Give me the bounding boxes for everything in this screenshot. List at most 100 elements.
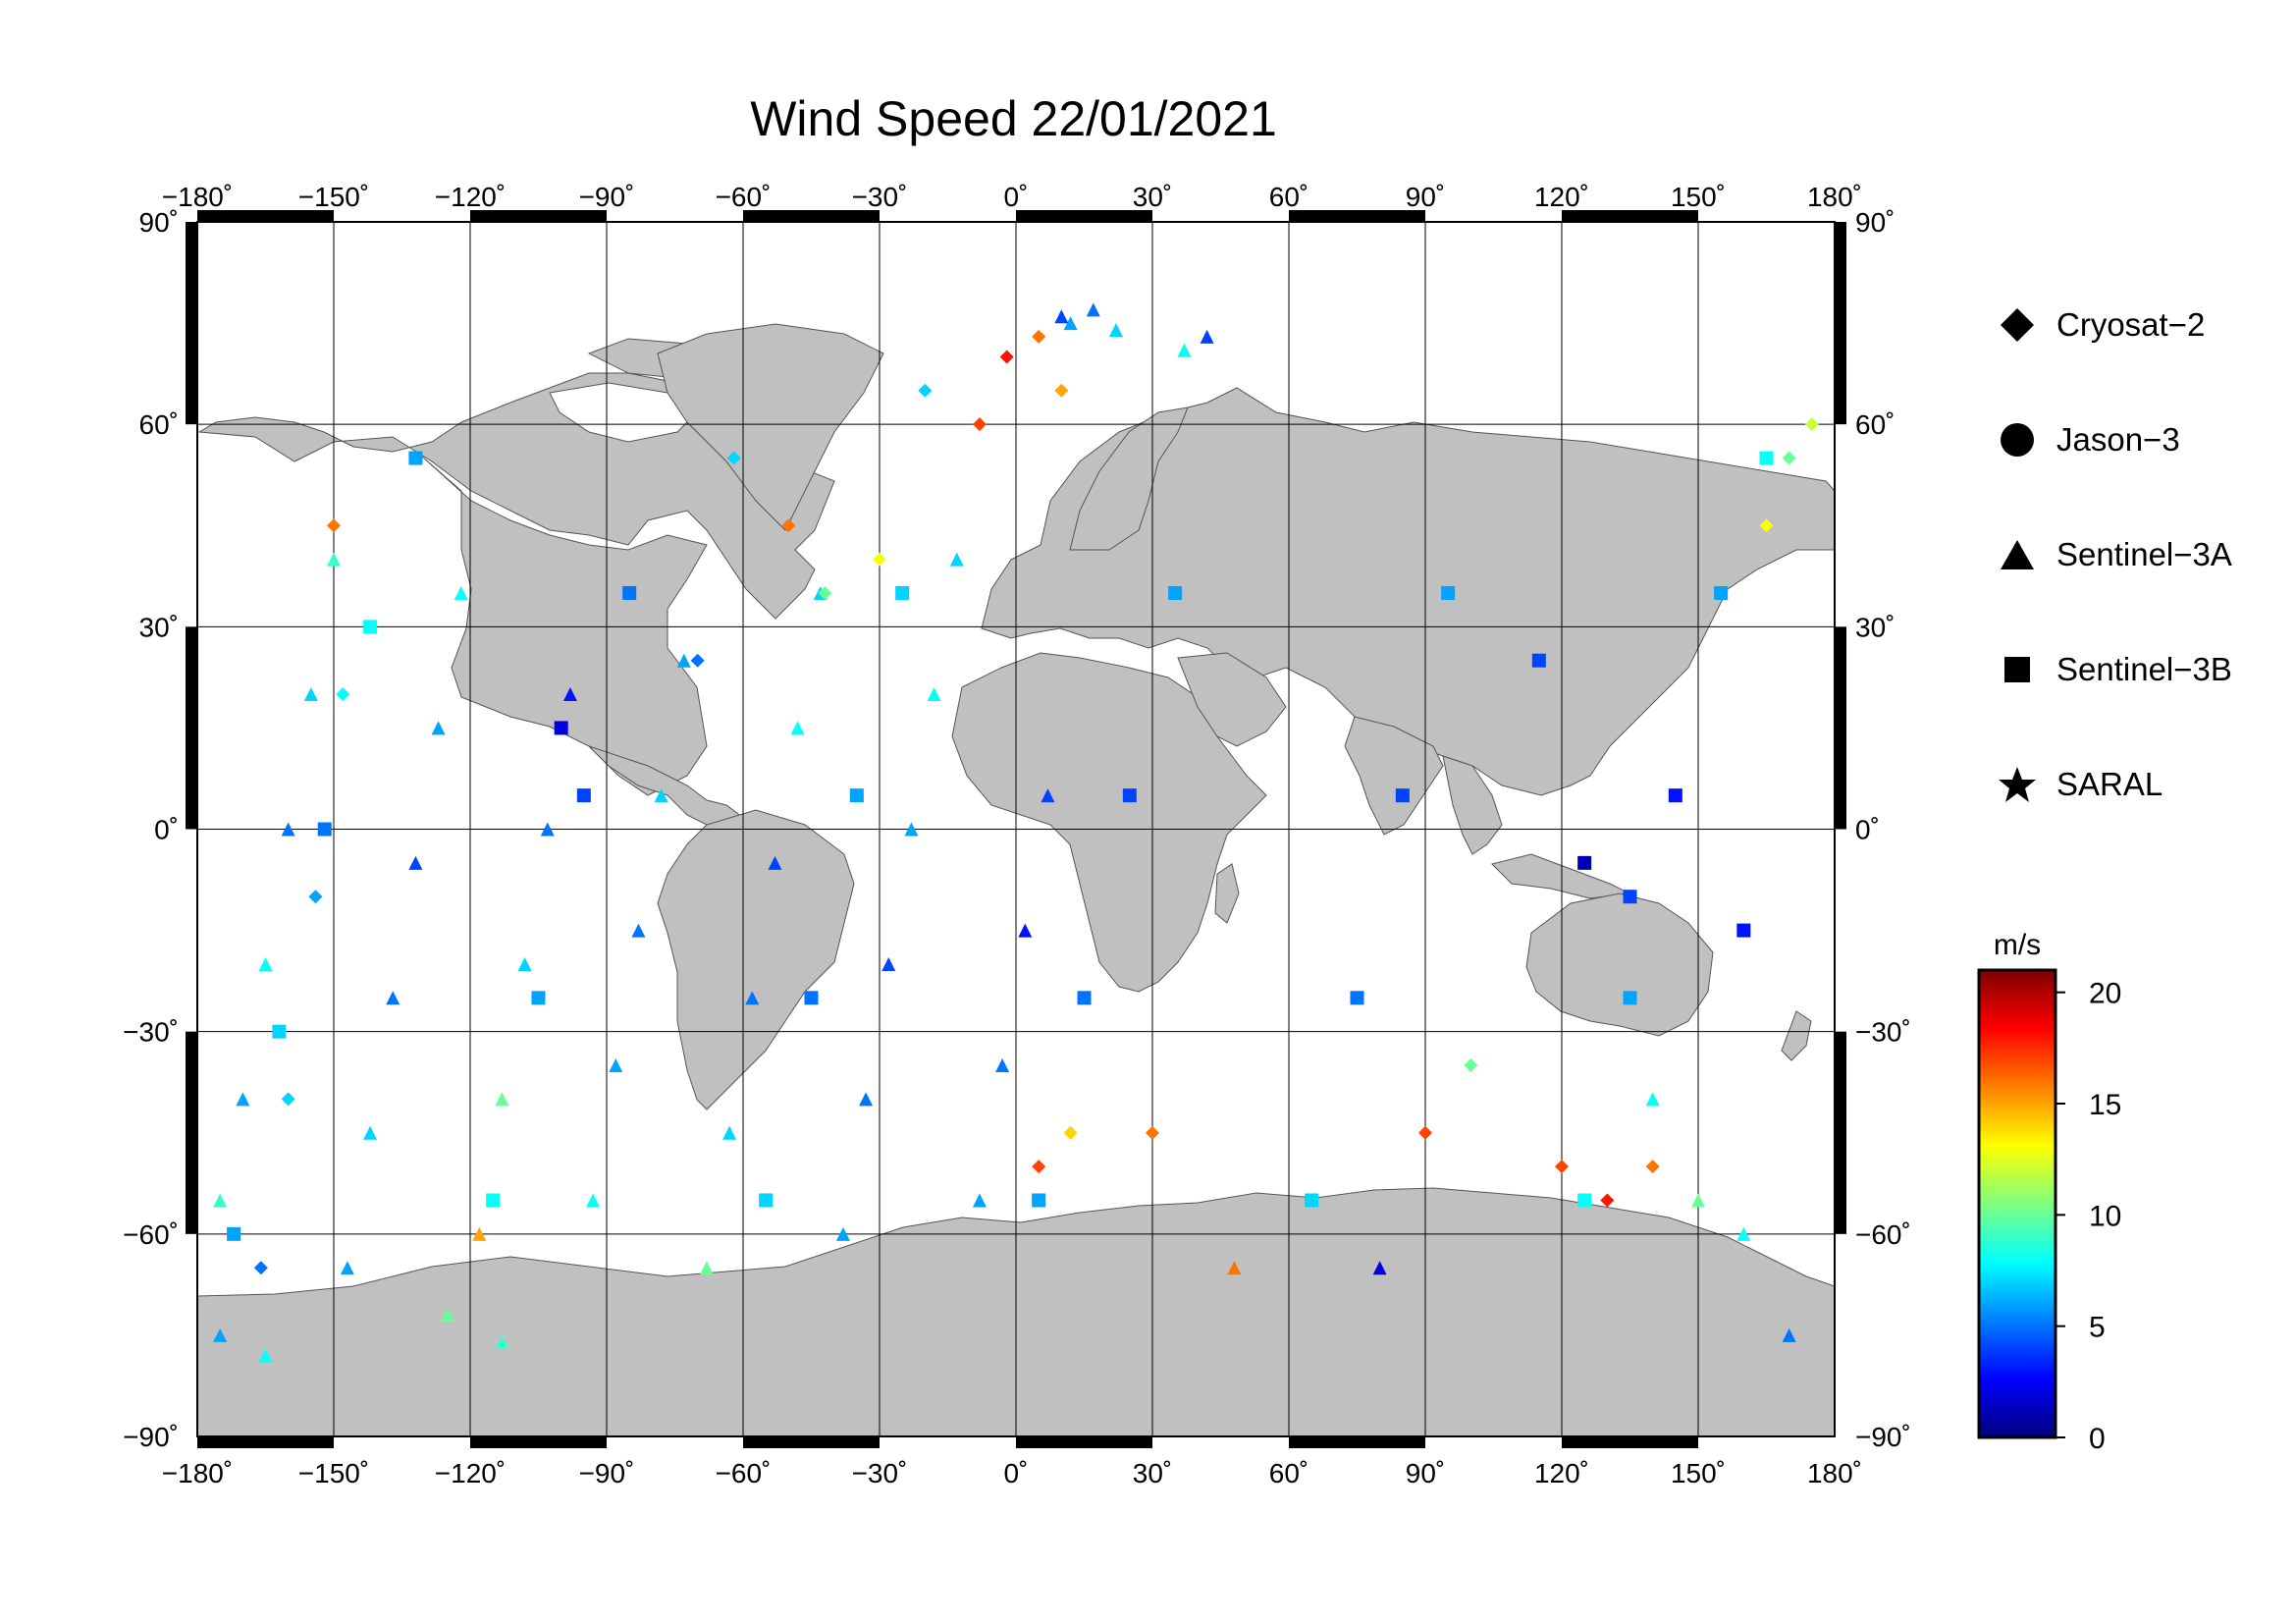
land-new-zealand bbox=[1781, 1010, 1812, 1061]
frame-bar-left bbox=[186, 222, 197, 425]
data-point-diamond bbox=[1645, 1160, 1660, 1174]
data-point-diamond bbox=[873, 552, 886, 567]
lon-tick-label: −180˚ bbox=[162, 182, 233, 212]
data-point-triangle bbox=[236, 1092, 250, 1107]
frame-bar-top bbox=[743, 210, 880, 222]
data-point-triangle bbox=[631, 923, 646, 938]
data-point-triangle bbox=[258, 1348, 273, 1363]
legend-item-sentinel-3b: Sentinel−3B bbox=[1998, 646, 2232, 693]
data-point-square bbox=[1122, 788, 1137, 803]
data-point-triangle bbox=[517, 956, 532, 971]
legend-item-sentinel-3a: Sentinel−3A bbox=[1998, 531, 2232, 578]
frame-bar-right bbox=[1835, 1031, 1846, 1234]
data-point-square bbox=[317, 822, 332, 837]
data-point-triangle bbox=[676, 653, 691, 668]
data-point-triangle bbox=[1372, 1261, 1387, 1275]
data-point-triangle bbox=[495, 1092, 509, 1107]
lat-tick-label: 60˚ bbox=[1855, 409, 1895, 440]
data-point-square bbox=[1714, 585, 1729, 600]
lon-tick-label: 0˚ bbox=[1004, 1458, 1029, 1488]
data-point-triangle bbox=[1227, 1261, 1242, 1275]
data-point-triangle bbox=[472, 1226, 487, 1241]
colorbar-unit: m/s bbox=[1994, 929, 2041, 961]
land-north-america bbox=[197, 338, 835, 796]
land-africa bbox=[951, 652, 1267, 993]
frame-bar-left bbox=[186, 626, 197, 830]
lat-tick-label: −30˚ bbox=[1855, 1017, 1911, 1048]
land-madagascar bbox=[1214, 863, 1240, 924]
colorbar-tick-label: 0 bbox=[2089, 1423, 2106, 1455]
data-point-diamond bbox=[818, 585, 832, 600]
frame-bar-bottom bbox=[470, 1436, 607, 1448]
lon-tick-label: 0˚ bbox=[1004, 182, 1029, 212]
lon-tick-label: 30˚ bbox=[1133, 182, 1172, 212]
wind-speed-points bbox=[213, 302, 1819, 1363]
lat-tick-label: −60˚ bbox=[1855, 1219, 1911, 1250]
data-point-triangle bbox=[340, 1261, 354, 1275]
data-point-triangle bbox=[972, 1193, 987, 1208]
colorbar-gradient bbox=[1977, 968, 2057, 1439]
lon-tick-label: 180˚ bbox=[1807, 1458, 1862, 1488]
data-point-diamond bbox=[1418, 1125, 1432, 1140]
lon-tick-label: −150˚ bbox=[298, 1458, 369, 1488]
lat-tick-label: −90˚ bbox=[123, 1422, 179, 1452]
data-point-triangle bbox=[258, 956, 273, 971]
data-point-square bbox=[1736, 923, 1751, 938]
data-point-square bbox=[1668, 788, 1682, 803]
frame-bar-bottom bbox=[1562, 1436, 1698, 1448]
lon-tick-label: −120˚ bbox=[435, 1458, 506, 1488]
lon-tick-label: −90˚ bbox=[579, 182, 635, 212]
lon-tick-label: 90˚ bbox=[1406, 1458, 1445, 1488]
data-point-triangle bbox=[386, 991, 400, 1005]
lon-tick-label: −180˚ bbox=[162, 1458, 233, 1488]
data-point-square bbox=[1577, 855, 1592, 870]
legend-item-saral: SARAL bbox=[1998, 761, 2163, 808]
data-point-diamond bbox=[1600, 1193, 1615, 1208]
legend-label: Sentinel−3A bbox=[2056, 536, 2232, 572]
data-point-square bbox=[622, 585, 637, 600]
lon-tick-label: 120˚ bbox=[1534, 182, 1589, 212]
star-icon bbox=[1999, 767, 2036, 802]
land-greenland bbox=[657, 323, 884, 531]
legend-label: SARAL bbox=[2056, 766, 2163, 802]
data-point-triangle bbox=[454, 585, 468, 600]
lat-tick-label: −90˚ bbox=[1855, 1422, 1911, 1452]
data-point-triangle bbox=[1054, 309, 1069, 324]
data-point-square bbox=[1441, 585, 1456, 600]
data-point-triangle bbox=[1018, 923, 1033, 938]
lon-tick-label: −120˚ bbox=[435, 182, 506, 212]
frame-bar-bottom bbox=[1016, 1436, 1152, 1448]
data-point-triangle bbox=[881, 956, 896, 971]
data-point-diamond bbox=[781, 518, 796, 533]
data-point-diamond bbox=[1054, 383, 1069, 398]
data-point-square bbox=[272, 1024, 287, 1039]
lon-tick-label: 90˚ bbox=[1406, 182, 1445, 212]
colorbar-tick-label: 15 bbox=[2089, 1089, 2121, 1121]
circle-icon bbox=[2001, 423, 2034, 457]
data-point-diamond bbox=[336, 687, 350, 702]
data-point-triangle bbox=[1108, 322, 1123, 337]
data-point-square bbox=[227, 1226, 241, 1241]
data-point-triangle bbox=[949, 552, 964, 567]
data-point-diamond bbox=[1759, 518, 1774, 533]
data-point-triangle bbox=[431, 721, 446, 735]
frame-bar-bottom bbox=[197, 1436, 334, 1448]
data-point-triangle bbox=[654, 788, 668, 803]
data-point-triangle bbox=[440, 1308, 454, 1323]
data-point-square bbox=[531, 991, 546, 1005]
data-point-square bbox=[759, 1193, 774, 1208]
legend-label: Sentinel−3B bbox=[2056, 651, 2232, 687]
chart-title: Wind Speed 22/01/2021 bbox=[750, 91, 1277, 146]
data-point-triangle bbox=[213, 1193, 228, 1208]
lon-tick-label: 150˚ bbox=[1671, 182, 1726, 212]
data-point-triangle bbox=[540, 822, 555, 837]
data-point-diamond bbox=[972, 417, 987, 432]
data-point-triangle bbox=[327, 552, 341, 567]
lat-tick-label: 90˚ bbox=[1855, 207, 1895, 238]
frame-bar-top bbox=[1016, 210, 1152, 222]
land-south-america bbox=[657, 809, 855, 1110]
data-point-square bbox=[1305, 1193, 1319, 1208]
data-point-diamond bbox=[1555, 1160, 1569, 1174]
data-point-square bbox=[1168, 585, 1183, 600]
graticule bbox=[197, 222, 1835, 1436]
